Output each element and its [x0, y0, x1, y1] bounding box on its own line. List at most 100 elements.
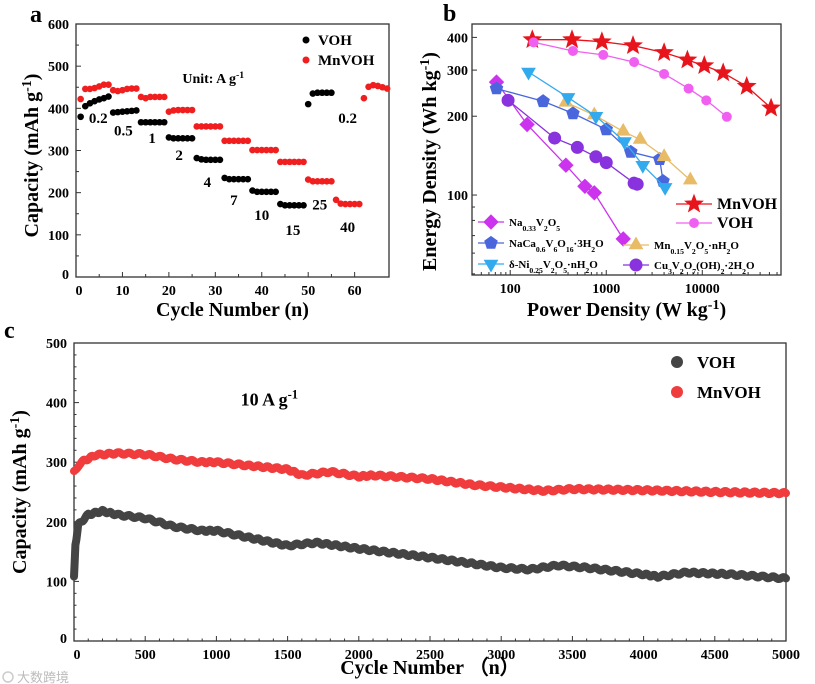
- data-point-voh: [272, 188, 279, 196]
- x-axis-label: Cycle Number （n）: [340, 656, 520, 679]
- data-point-voh: [286, 202, 293, 209]
- data-point: [721, 111, 732, 122]
- plot-frame: [471, 23, 782, 276]
- watermark-text: 大数跨境: [17, 671, 69, 684]
- text-segment: MnVOH: [717, 196, 778, 213]
- text-segment: 10 A g: [241, 390, 288, 410]
- data-point-voh: [174, 134, 182, 142]
- data-point: [623, 35, 643, 55]
- y-tick-label: 0: [60, 632, 67, 647]
- y-tick-label: 500: [46, 337, 67, 352]
- data-point-mnvoh: [174, 106, 182, 114]
- data-point: [682, 171, 698, 185]
- rate-annotation: 25: [312, 198, 327, 214]
- legend-marker: [629, 258, 643, 272]
- data-point-mnvoh: [328, 177, 335, 185]
- data-point-mnvoh: [295, 158, 303, 166]
- legend-marker: [628, 236, 644, 250]
- series-mnvoh: [70, 448, 790, 499]
- text-segment: 2: [742, 267, 746, 276]
- text-segment: O: [595, 238, 604, 250]
- text-segment: ·3H: [574, 238, 592, 250]
- data-point-mnvoh: [286, 158, 293, 166]
- rate-annotation: 0.2: [338, 111, 357, 127]
- x-tick-label: 1000: [202, 648, 230, 663]
- data-point-mnvoh: [221, 137, 228, 145]
- series-line: [495, 81, 624, 240]
- legend-label: Cu3V2O7(OH)2·2H2O: [654, 260, 755, 276]
- data-point: [521, 67, 536, 81]
- x-tick-label: 1000: [592, 282, 620, 297]
- text-segment: NaCa: [509, 238, 536, 250]
- data-point-mnvoh: [360, 94, 368, 102]
- y-tick-label: 100: [447, 189, 468, 204]
- y-tick-label: 300: [447, 64, 468, 79]
- x-tick-label: 3000: [487, 648, 515, 663]
- data-point-mnvoh: [184, 106, 191, 114]
- text-segment: V: [672, 260, 680, 272]
- data-point: [677, 49, 698, 69]
- y-tick-label: 200: [48, 187, 69, 202]
- legend-marker-voh: [302, 36, 310, 44]
- data-point: [566, 106, 580, 120]
- data-point-mnvoh: [277, 158, 284, 166]
- data-point: [567, 45, 578, 56]
- x-tick-label: 3500: [558, 648, 586, 663]
- data-point-voh: [235, 175, 242, 183]
- data-point-mnvoh: [156, 93, 163, 101]
- data-point: [615, 231, 631, 247]
- data-point-voh: [281, 202, 289, 209]
- data-point: [683, 83, 694, 94]
- text-segment: -1: [418, 59, 433, 71]
- text-segment: V: [536, 217, 544, 229]
- data-point-mnvoh: [128, 85, 136, 92]
- data-point: [629, 57, 640, 68]
- data-point: [588, 112, 604, 125]
- x-tick-label: 10000: [685, 282, 720, 297]
- legend-label: NaCa0.6V6O16·3H2O: [509, 238, 604, 254]
- legend-label-mnvoh: MnVOH: [318, 53, 375, 69]
- x-tick-label: 0: [74, 648, 81, 663]
- data-point-voh: [216, 156, 224, 164]
- data-point-voh: [304, 100, 312, 108]
- data-point-mnvoh: [309, 177, 317, 185]
- data-point-mnvoh: [263, 146, 270, 154]
- y-tick-label: 400: [48, 102, 69, 117]
- text-segment: ): [719, 299, 726, 321]
- data-point-mnvoh: [253, 146, 261, 154]
- legend-label-voh: VOH: [318, 33, 352, 49]
- data-point-voh: [207, 156, 214, 164]
- text-segment: 0.15: [671, 247, 685, 256]
- data-point-mnvoh: [81, 85, 89, 93]
- data-point: [589, 150, 603, 164]
- data-point-mnvoh: [147, 93, 154, 101]
- text-segment: V: [546, 238, 554, 250]
- text-segment: ·nH: [567, 259, 586, 271]
- data-point-voh: [225, 175, 233, 183]
- y-tick-label: 400: [447, 31, 468, 46]
- text-segment: Cu: [654, 260, 668, 272]
- data-point-voh: [295, 202, 303, 209]
- data-point: [536, 94, 550, 108]
- data-point-mnvoh: [249, 146, 256, 154]
- data-point: [615, 122, 631, 136]
- text-segment: ·nH: [708, 240, 727, 252]
- data-point-mnvoh: [193, 123, 201, 130]
- data-point-mnvoh: [323, 177, 331, 185]
- data-point-mnvoh: [230, 137, 238, 145]
- data-point-mnvoh: [235, 137, 242, 145]
- data-point: [736, 75, 757, 95]
- data-point: [599, 156, 613, 170]
- legend-marker-mnvoh: [671, 386, 683, 398]
- x-tick-label: 60: [348, 284, 362, 299]
- y-tick-label: 300: [48, 145, 69, 160]
- panel-label-b: b: [443, 1, 456, 27]
- data-point-mnvoh: [207, 123, 214, 130]
- x-axis-label: Cycle Number (n): [156, 299, 309, 321]
- rate-annotation: 2: [175, 148, 183, 164]
- data-point: [501, 93, 515, 107]
- data-point: [701, 95, 712, 106]
- data-point: [656, 148, 672, 161]
